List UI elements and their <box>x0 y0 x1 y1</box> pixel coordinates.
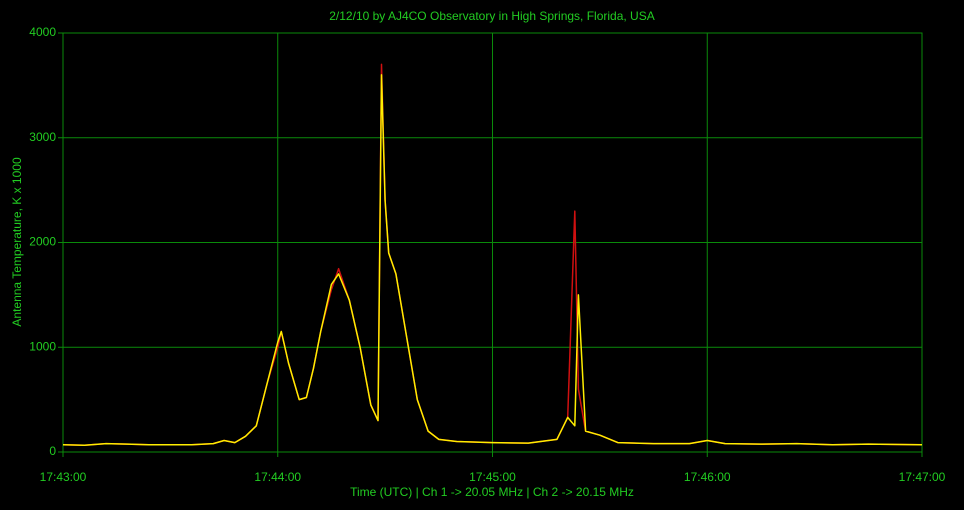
y-tick-label: 0 <box>49 444 56 458</box>
series-line <box>62 74 923 446</box>
x-axis-label: Time (UTC) | Ch 1 -> 20.05 MHz | Ch 2 ->… <box>350 485 634 499</box>
x-tick-label: 17:46:00 <box>684 470 731 484</box>
y-axis-label: Antenna Temperature, K x 1000 <box>10 157 24 327</box>
x-tick-label: 17:43:00 <box>40 470 87 484</box>
x-tick-label: 17:47:00 <box>899 470 946 484</box>
x-tick-label: 17:45:00 <box>469 470 516 484</box>
y-tick-label: 2000 <box>29 235 56 249</box>
y-tick-label: 1000 <box>29 339 56 353</box>
chart-title: 2/12/10 by AJ4CO Observatory in High Spr… <box>329 9 654 23</box>
x-tick-label: 17:44:00 <box>254 470 301 484</box>
y-tick-label: 3000 <box>29 130 56 144</box>
y-tick-label: 4000 <box>29 25 56 39</box>
